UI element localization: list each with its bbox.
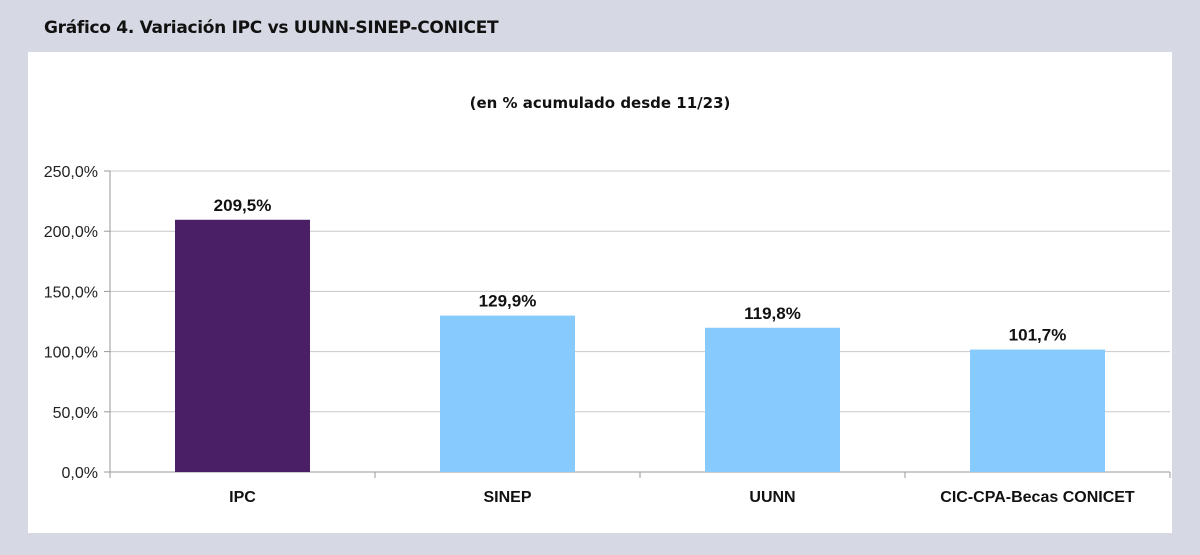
x-tick-label: CIC-CPA-Becas CONICET — [940, 489, 1135, 506]
bar — [440, 315, 575, 472]
chart-subtitle: (en % acumulado desde 11/23) — [469, 94, 731, 112]
bar — [175, 219, 310, 472]
data-label: 119,8% — [744, 304, 801, 323]
x-tick-label: IPC — [229, 489, 256, 506]
data-label: 129,9% — [479, 292, 537, 311]
data-label: 209,5% — [214, 196, 272, 215]
bar — [970, 349, 1105, 472]
y-tick-label: 50,0% — [53, 405, 98, 422]
y-tick-label: 100,0% — [44, 345, 98, 362]
y-tick-label: 0,0% — [62, 465, 98, 482]
frame-left — [0, 0, 28, 555]
bottom-bar — [0, 533, 1200, 555]
frame-right — [1172, 0, 1200, 555]
x-tick-label: SINEP — [483, 489, 531, 506]
x-tick-label: UUNN — [749, 489, 795, 506]
chart-title: Gráfico 4. Variación IPC vs UUNN-SINEP-C… — [44, 18, 499, 38]
title-bar — [0, 0, 1200, 52]
y-tick-label: 200,0% — [44, 224, 98, 241]
y-tick-label: 250,0% — [44, 164, 98, 181]
y-tick-label: 150,0% — [44, 284, 98, 301]
bar — [705, 327, 840, 472]
data-label: 101,7% — [1009, 326, 1067, 345]
